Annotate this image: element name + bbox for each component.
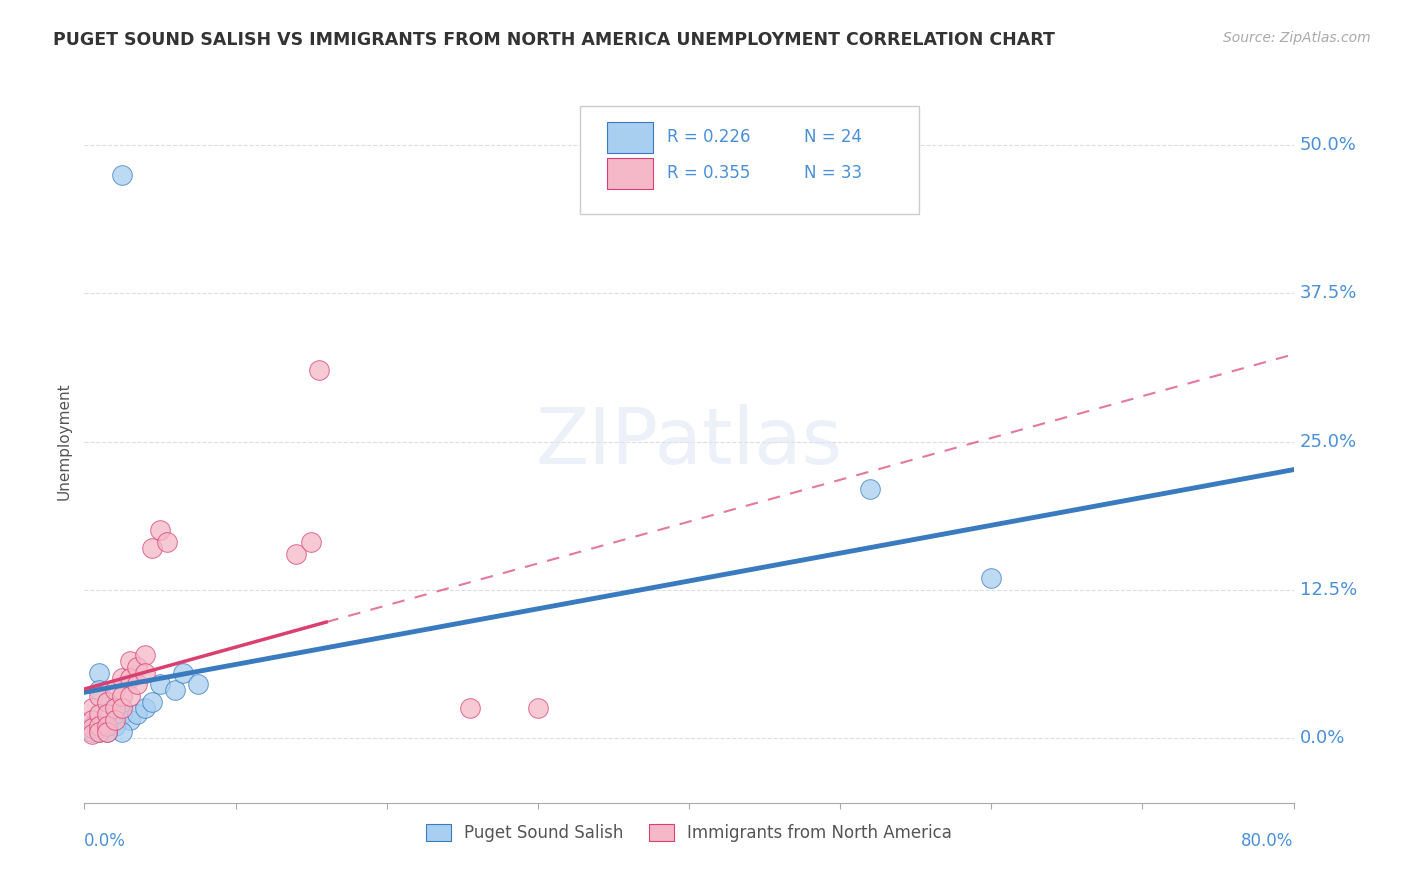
- Y-axis label: Unemployment: Unemployment: [56, 383, 72, 500]
- Point: [96, 695, 118, 709]
- Point: [172, 665, 194, 680]
- Text: ZIPatlas: ZIPatlas: [536, 403, 842, 480]
- Legend: Puget Sound Salish, Immigrants from North America: Puget Sound Salish, Immigrants from Nort…: [419, 817, 959, 848]
- Text: Source: ZipAtlas.com: Source: ZipAtlas.com: [1223, 31, 1371, 45]
- Point: [118, 713, 141, 727]
- Point: [96, 706, 118, 721]
- Text: 37.5%: 37.5%: [1299, 285, 1357, 302]
- Point: [165, 683, 187, 698]
- FancyBboxPatch shape: [581, 105, 918, 214]
- Text: 0.0%: 0.0%: [84, 831, 127, 850]
- Point: [111, 724, 134, 739]
- Point: [156, 535, 179, 549]
- Text: 12.5%: 12.5%: [1299, 581, 1357, 599]
- Point: [104, 683, 127, 698]
- Point: [89, 724, 111, 739]
- Point: [89, 719, 111, 733]
- Point: [80, 719, 103, 733]
- Point: [89, 665, 111, 680]
- Point: [458, 701, 481, 715]
- Point: [80, 701, 103, 715]
- Point: [859, 482, 882, 496]
- Text: R = 0.226: R = 0.226: [668, 128, 751, 145]
- Point: [89, 706, 111, 721]
- Text: N = 24: N = 24: [804, 128, 862, 145]
- FancyBboxPatch shape: [607, 158, 652, 189]
- Point: [134, 701, 156, 715]
- Point: [527, 701, 550, 715]
- Point: [96, 724, 118, 739]
- Point: [104, 713, 127, 727]
- Point: [96, 724, 118, 739]
- Point: [96, 719, 118, 733]
- Point: [111, 701, 134, 715]
- Point: [980, 571, 1002, 585]
- Point: [118, 689, 141, 703]
- Point: [141, 695, 163, 709]
- Point: [80, 721, 103, 735]
- Point: [104, 719, 127, 733]
- Point: [308, 363, 330, 377]
- Point: [80, 724, 103, 739]
- Point: [89, 689, 111, 703]
- Point: [141, 541, 163, 556]
- Point: [104, 701, 127, 715]
- Point: [111, 689, 134, 703]
- Point: [104, 701, 127, 715]
- Point: [134, 665, 156, 680]
- Point: [80, 713, 103, 727]
- Point: [96, 695, 118, 709]
- Text: 25.0%: 25.0%: [1299, 433, 1357, 450]
- Point: [89, 719, 111, 733]
- Point: [187, 677, 209, 691]
- Point: [89, 724, 111, 739]
- Text: 80.0%: 80.0%: [1241, 831, 1294, 850]
- Text: 0.0%: 0.0%: [1299, 729, 1346, 747]
- Text: R = 0.355: R = 0.355: [668, 164, 751, 182]
- Point: [89, 683, 111, 698]
- Point: [80, 727, 103, 741]
- Point: [111, 706, 134, 721]
- Point: [285, 547, 308, 561]
- Point: [127, 706, 149, 721]
- Point: [149, 677, 172, 691]
- Point: [96, 719, 118, 733]
- Text: N = 33: N = 33: [804, 164, 862, 182]
- Point: [118, 672, 141, 686]
- Point: [118, 654, 141, 668]
- FancyBboxPatch shape: [607, 122, 652, 153]
- Point: [149, 524, 172, 538]
- Point: [111, 672, 134, 686]
- Point: [127, 677, 149, 691]
- Text: 50.0%: 50.0%: [1299, 136, 1357, 154]
- Point: [127, 659, 149, 673]
- Point: [299, 535, 322, 549]
- Point: [134, 648, 156, 662]
- Point: [111, 168, 134, 182]
- Text: PUGET SOUND SALISH VS IMMIGRANTS FROM NORTH AMERICA UNEMPLOYMENT CORRELATION CHA: PUGET SOUND SALISH VS IMMIGRANTS FROM NO…: [53, 31, 1056, 49]
